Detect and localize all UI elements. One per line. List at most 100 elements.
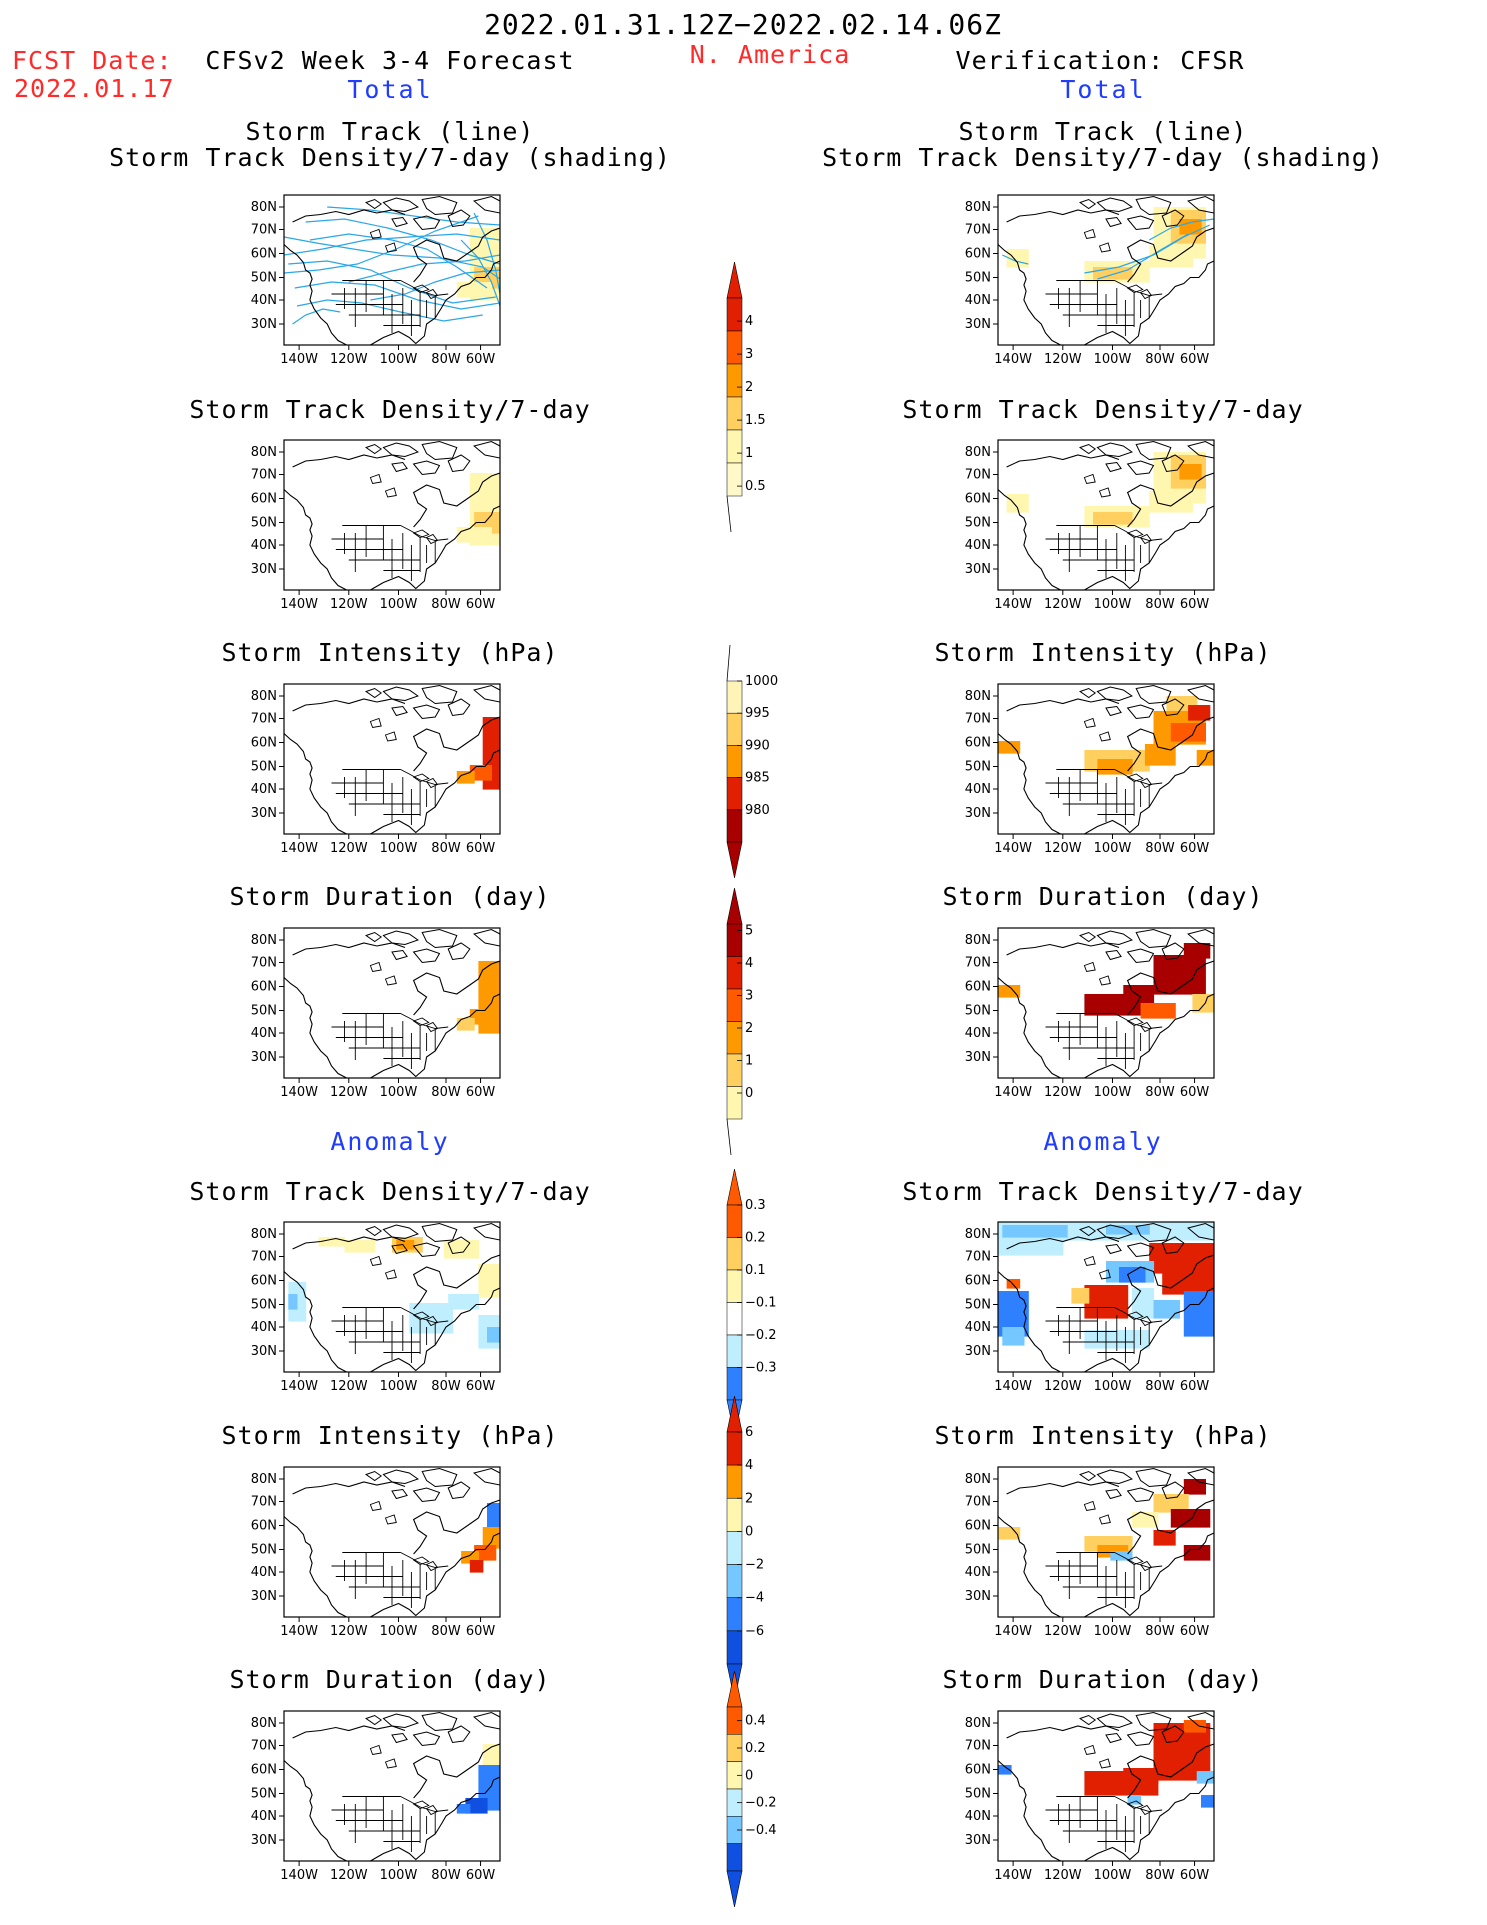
lon-tick-label: 60W <box>466 1868 496 1883</box>
shading-cell <box>1192 994 1214 1013</box>
lat-tick-label: 80N <box>965 1472 991 1487</box>
lon-tick-label: 60W <box>1180 597 1210 612</box>
colorbar-intensity-total: 1000 995 990 985 980 <box>726 644 778 879</box>
lon-tick-label: 120W <box>1044 1085 1082 1100</box>
lon-tick-label: 140W <box>280 352 318 367</box>
shading-cell <box>1149 491 1193 513</box>
shading-cell <box>409 1303 454 1334</box>
lat-tick-label: 40N <box>965 1565 991 1580</box>
storm-track-line <box>370 269 500 301</box>
panel-title-track-line-left: Storm Track (line) <box>245 117 535 146</box>
lon-tick-label: 60W <box>466 352 496 367</box>
lat-tick-label: 70N <box>965 1739 991 1754</box>
shading-cell <box>456 1018 475 1031</box>
shading-cell <box>1196 1771 1214 1784</box>
lat-tick-label: 30N <box>251 1344 277 1359</box>
shading-cell <box>1162 1267 1214 1295</box>
verification-title: Verification: CFSR <box>955 46 1245 75</box>
lat-tick-label: 70N <box>965 1495 991 1510</box>
lon-tick-label: 140W <box>280 841 318 856</box>
lat-tick-label: 60N <box>251 1274 277 1289</box>
map-frame <box>283 927 501 1079</box>
panel-title-intensity-left: Storm Intensity (hPa) <box>221 638 559 667</box>
lon-tick-label: 100W <box>380 1868 418 1883</box>
lon-tick-label: 60W <box>466 597 496 612</box>
lon-tick-label: 120W <box>330 1379 368 1394</box>
shading-cell <box>448 1294 479 1310</box>
colorbar-swatch <box>726 777 743 811</box>
colorbar-tick-label: 3 <box>745 989 753 1004</box>
lon-tick-label: 100W <box>380 597 418 612</box>
lat-tick-label: 40N <box>251 293 277 308</box>
panel-title-track-shading-left: Storm Track Density/7-day (shading) <box>109 143 671 172</box>
map-frame <box>997 194 1215 346</box>
colorbar-tick-label: −0.2 <box>745 1796 777 1811</box>
colorbar-swatch <box>726 1269 743 1303</box>
lat-tick-label: 70N <box>965 712 991 727</box>
section-anomaly-right: Anomaly <box>1043 1127 1163 1156</box>
panel-title-density-anom-left: Storm Track Density/7-day <box>189 1177 591 1206</box>
colorbar-arrow <box>726 1870 743 1908</box>
lat-tick-label: 30N <box>965 806 991 821</box>
panel-title-density-left: Storm Track Density/7-day <box>189 395 591 424</box>
lat-tick-label: 60N <box>965 736 991 751</box>
lon-tick-label: 100W <box>1094 352 1132 367</box>
shading-cell <box>1183 1291 1214 1337</box>
shading-cell <box>1149 246 1193 268</box>
colorbar-tick-label: 0 <box>745 1524 753 1539</box>
colorbar-tick-label: 1 <box>745 1054 753 1069</box>
lon-tick-label: 100W <box>1094 1085 1132 1100</box>
colorbar-tick-label: 2 <box>745 1491 753 1506</box>
lat-tick-label: 80N <box>251 1472 277 1487</box>
storm-track-line <box>348 254 500 283</box>
storm-track-line <box>294 281 500 310</box>
colorbar-swatch <box>726 297 743 332</box>
lon-tick-label: 140W <box>280 597 318 612</box>
lat-tick-label: 60N <box>251 736 277 751</box>
colorbar-tick-label: 4 <box>745 956 753 971</box>
colorbar-swatch <box>726 363 743 398</box>
shading-cell <box>998 741 1021 754</box>
storm-track-line <box>1002 254 1029 265</box>
lon-tick-label: 120W <box>1044 597 1082 612</box>
shading-cell <box>1093 512 1133 525</box>
shading-cell <box>1006 1279 1021 1289</box>
lat-tick-label: 40N <box>965 1026 991 1041</box>
lat-tick-label: 50N <box>251 1298 277 1313</box>
shading-cell <box>1084 1285 1129 1319</box>
colorbar-tick-label: −2 <box>745 1558 764 1573</box>
lon-tick-label: 140W <box>994 597 1032 612</box>
lon-tick-label: 60W <box>1180 352 1210 367</box>
lon-tick-label: 120W <box>330 841 368 856</box>
lat-tick-label: 80N <box>965 1716 991 1731</box>
lon-tick-label: 120W <box>330 352 368 367</box>
colorbar-swatch <box>726 1334 743 1368</box>
lon-tick-label: 80W <box>431 352 461 367</box>
lon-tick-label: 60W <box>1180 1379 1210 1394</box>
lon-tick-label: 120W <box>1044 1868 1082 1883</box>
lon-tick-label: 100W <box>1094 1868 1132 1883</box>
colorbar-swatch <box>726 1597 743 1632</box>
colorbar-tick-label: −0.2 <box>745 1328 777 1343</box>
lon-tick-label: 80W <box>431 1868 461 1883</box>
shading-cell <box>998 1240 1064 1256</box>
lon-tick-label: 100W <box>1094 597 1132 612</box>
map-frame <box>283 194 501 346</box>
lon-tick-label: 120W <box>1044 352 1082 367</box>
lat-tick-label: 40N <box>965 1320 991 1335</box>
shading-cell <box>1170 1509 1211 1528</box>
lat-tick-label: 50N <box>251 271 277 286</box>
lat-tick-label: 70N <box>251 223 277 238</box>
shading-cell <box>482 1527 500 1549</box>
lon-tick-label: 60W <box>1180 1624 1210 1639</box>
colorbar-tick-label: 0.1 <box>745 1263 766 1278</box>
colorbar-swatch <box>726 956 743 990</box>
shading-cell <box>469 765 492 781</box>
lat-tick-label: 40N <box>251 1026 277 1041</box>
storm-track-line <box>296 299 483 322</box>
storm-track-line <box>1097 233 1189 280</box>
lon-tick-label: 100W <box>380 1624 418 1639</box>
shading-cell <box>998 1527 1021 1540</box>
lon-tick-label: 140W <box>280 1624 318 1639</box>
